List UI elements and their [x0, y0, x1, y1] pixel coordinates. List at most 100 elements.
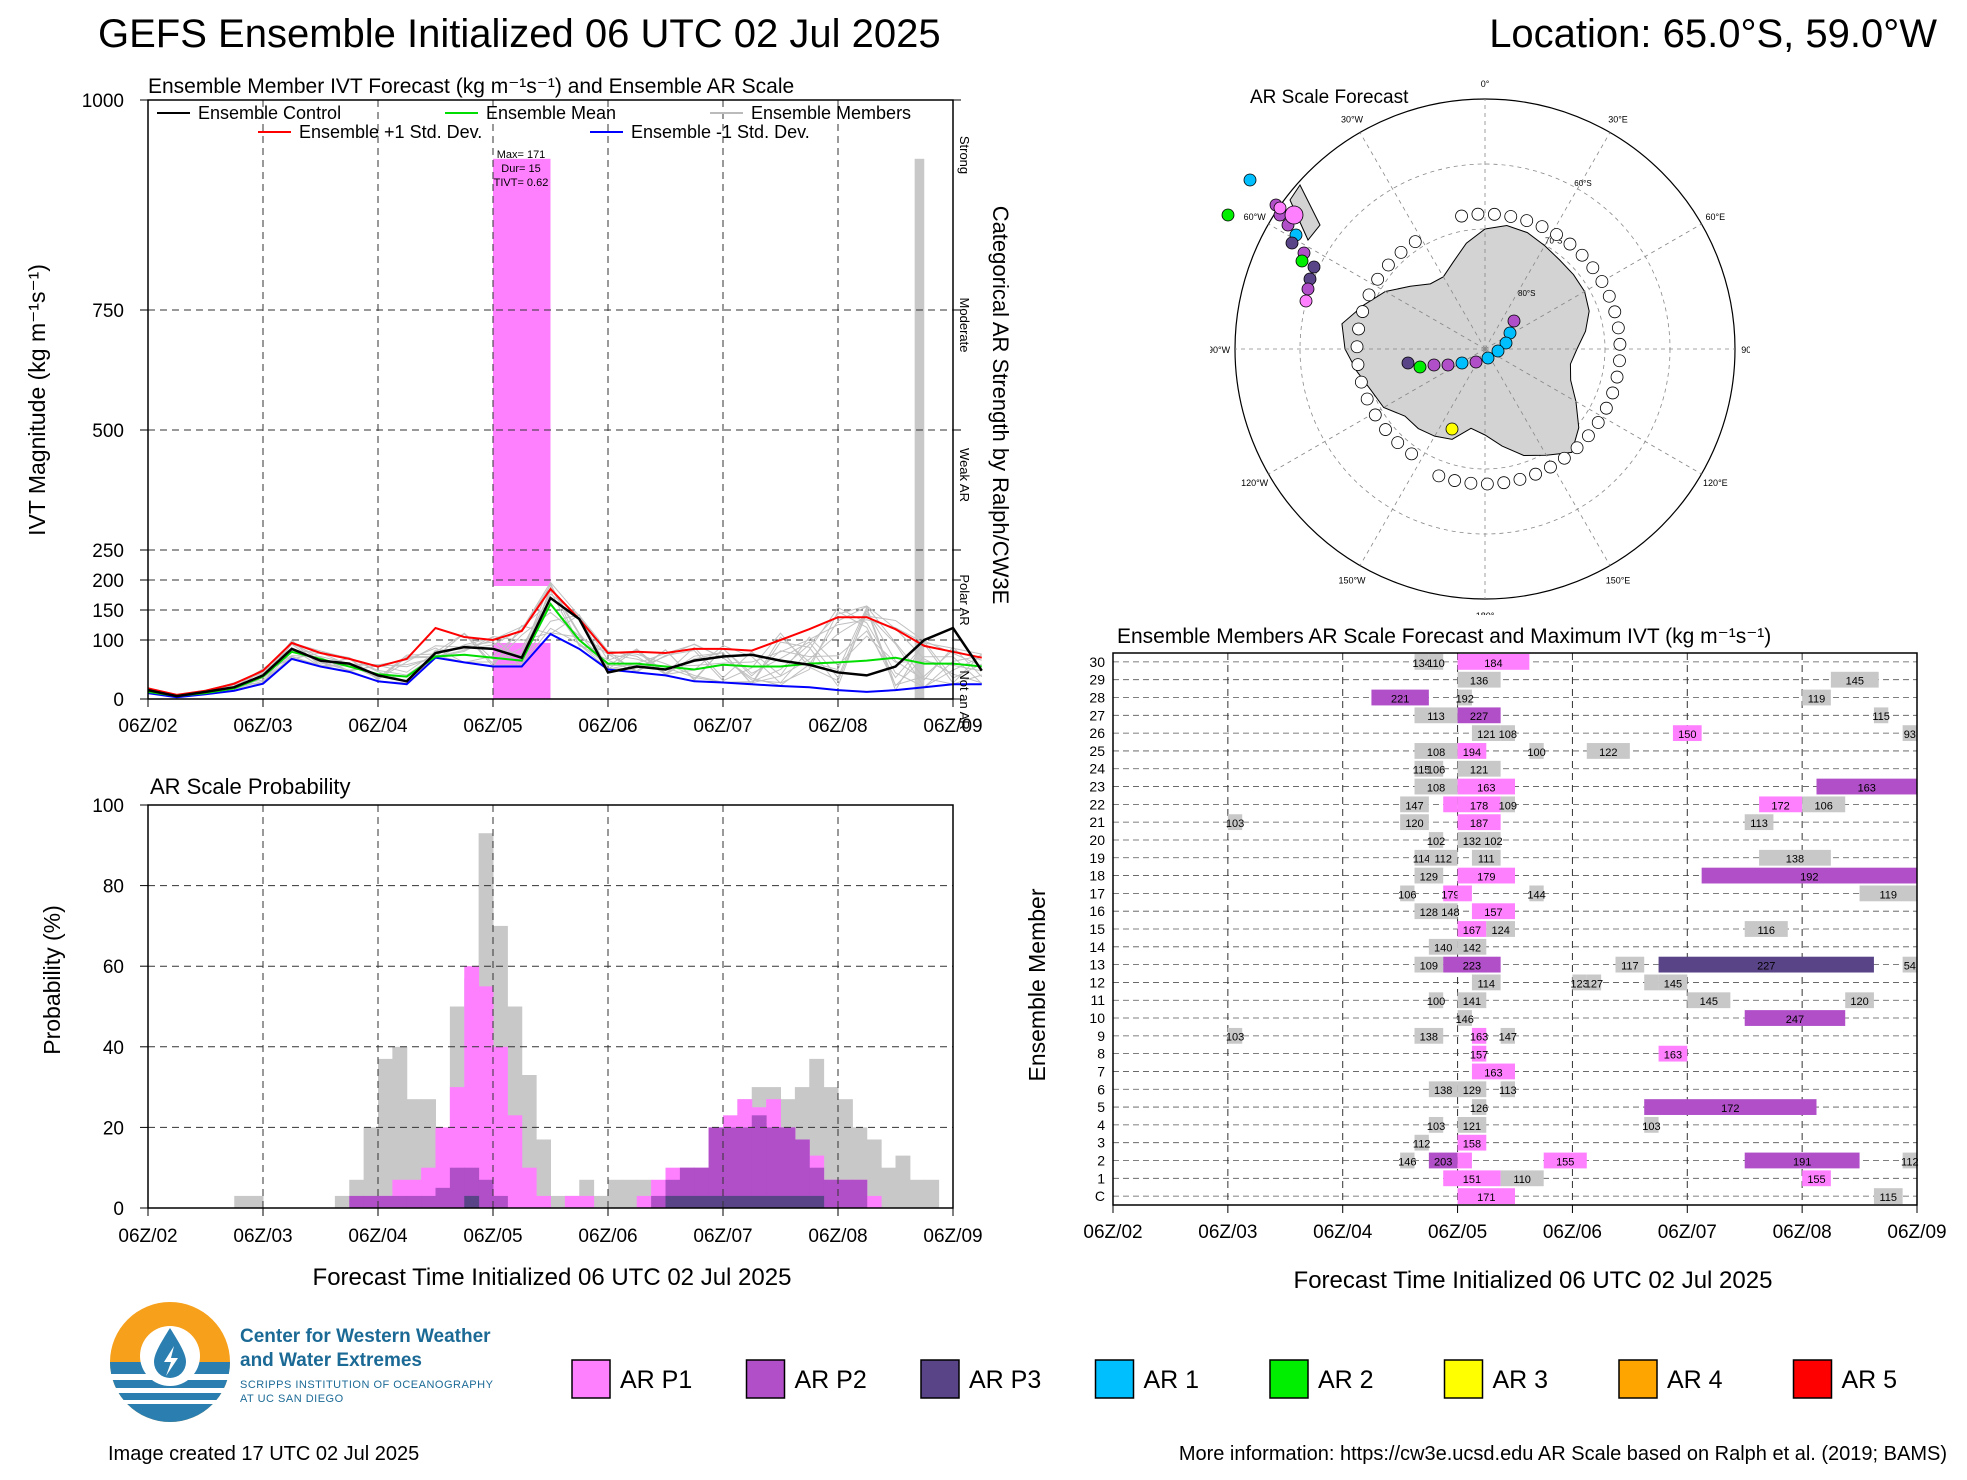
antarctic-peninsula: [1289, 184, 1321, 241]
member-segment-label: 126: [1470, 1103, 1488, 1115]
member-segment-label: 106: [1427, 765, 1445, 777]
map-lon-label: 60°E: [1706, 212, 1726, 222]
member-segment-label: 114: [1413, 854, 1431, 866]
member-segment-gray: [1227, 1027, 1243, 1044]
member-segment-label: 112: [1901, 1156, 1919, 1168]
member-segment-p1: [1457, 654, 1530, 670]
prob-x-tick-label: 06Z/06: [578, 1226, 637, 1247]
member-segment-p1: [1543, 1152, 1587, 1169]
member-row-label: 18: [1089, 868, 1105, 884]
map-marker: [1243, 173, 1257, 187]
ar-category-polar: Polar AR: [957, 574, 972, 625]
prob-y-tick-label: 20: [103, 1118, 124, 1139]
map-marker-none: [1448, 474, 1462, 487]
prob-bar-p3: [794, 1195, 810, 1208]
ivt-x-tick-label: 06Z/02: [118, 716, 177, 737]
ivt-series-ensemble-control: [147, 596, 983, 698]
member-segment-gray: [1572, 974, 1587, 991]
prob-bar-gray: [378, 1058, 393, 1208]
map-marker-none: [1611, 321, 1625, 335]
member-segment-label: 150: [1678, 729, 1696, 741]
map-marker-p3: [1401, 356, 1415, 370]
member-segment-gray: [1471, 725, 1501, 742]
member-segment-p1: [1457, 1152, 1472, 1169]
member-row-label: 8: [1097, 1046, 1105, 1062]
member-segment-label: 113: [1427, 711, 1445, 723]
members-x-tick-label: 06Z/07: [1658, 1222, 1717, 1243]
member-segment-label: 106: [1814, 800, 1832, 812]
members-plot-area: C123456789101112131415161718192021222324…: [1083, 652, 1947, 1243]
legend-swatch-ar-4: [1618, 1359, 1658, 1399]
legend-label-ar-1: AR 1: [1144, 1366, 1200, 1394]
member-segment-p1: [1457, 1188, 1515, 1204]
map-meridian: [1484, 348, 1702, 475]
member-segment-gray: [1644, 1116, 1659, 1133]
map-marker-p3: [1285, 236, 1299, 250]
map-marker-none: [1582, 429, 1595, 443]
prob-bar-p2: [378, 1195, 393, 1208]
member-segment-label: 146: [1456, 1014, 1474, 1026]
member-segment-label: 134: [1412, 658, 1430, 670]
member-segment-label: 172: [1721, 1103, 1739, 1115]
member-segment-label: 192: [1456, 693, 1474, 705]
prob-plot-frame: [147, 804, 954, 1209]
prob-bar-p1: [636, 1195, 652, 1208]
ivt-x-tick-label: 06Z/09: [923, 716, 982, 737]
member-segment-label: 171: [1477, 1192, 1495, 1204]
member-row-label: 12: [1089, 974, 1105, 990]
prob-bar-p2: [708, 1127, 724, 1208]
ivt-series-ensemble-mean: [147, 602, 982, 698]
member-segment-label: 146: [1398, 1156, 1416, 1168]
legend-plus-std: Ensemble +1 Std. Dev.: [299, 122, 482, 142]
prob-bar-p2: [780, 1127, 796, 1208]
member-segment-label: 203: [1434, 1156, 1452, 1168]
member-segment-label: 128: [1420, 907, 1438, 919]
member-segment-gray: [1529, 743, 1544, 759]
member-segment-gray: [1400, 885, 1415, 902]
member-segment-p2: [1371, 689, 1429, 706]
member-segment-gray: [1744, 921, 1788, 937]
map-lon-label: 120°W: [1241, 478, 1269, 488]
prob-bar-p2: [406, 1195, 422, 1208]
map-marker-p2: [1507, 314, 1521, 328]
member-segment-label: 120: [1850, 996, 1868, 1008]
member-segment-label: 158: [1463, 1139, 1481, 1151]
members-chart-title: Ensemble Members AR Scale Forecast and M…: [1117, 625, 1771, 648]
member-segment-p1: [1457, 778, 1515, 795]
ivt-chart-title: Ensemble Member IVT Forecast (kg m⁻¹s⁻¹)…: [148, 75, 794, 98]
member-segment-label: 144: [1527, 889, 1545, 901]
map-lon-label: 30°E: [1608, 115, 1628, 125]
member-segment-label: 157: [1470, 1050, 1488, 1062]
map-marker-none: [1608, 305, 1622, 319]
member-row-label: 5: [1097, 1099, 1105, 1115]
prob-bar-p2: [449, 1167, 465, 1208]
member-segment-p1: [1658, 1045, 1688, 1062]
member-segment-gray: [1486, 832, 1501, 848]
ivt-right-label: Categorical AR Strength by Ralph/CW3E: [988, 206, 1013, 605]
member-segment-label: 121: [1463, 1121, 1481, 1133]
map-marker-none: [1563, 237, 1577, 251]
legend-label-ar-p3: AR P3: [969, 1366, 1041, 1394]
prob-bar-p2: [823, 1179, 839, 1208]
member-segment-p1: [1759, 796, 1803, 813]
member-segment-p1: [1471, 903, 1515, 920]
map-marker-none: [1350, 340, 1364, 354]
prob-bar-gray: [392, 1046, 408, 1208]
map-marker-none: [1613, 354, 1626, 368]
member-segment-label: 114: [1478, 978, 1496, 990]
map-lon-label: 150°E: [1606, 575, 1631, 585]
member-segment-gray: [1443, 903, 1458, 920]
prob-bar-p2: [838, 1179, 853, 1208]
member-segment-p2: [1744, 1010, 1846, 1026]
annot-tivt: TIVT= 0.62: [494, 177, 549, 189]
member-row-label: 2: [1097, 1152, 1105, 1168]
member-segment-label: 93: [1904, 729, 1916, 741]
map-title: AR Scale Forecast: [1250, 87, 1409, 108]
member-row-label: 28: [1089, 690, 1105, 706]
map-meridian: [1484, 348, 1611, 566]
member-segment-label: 138: [1786, 854, 1804, 866]
prob-bar-p3: [751, 1195, 767, 1208]
member-segment-p1: [1471, 1063, 1515, 1080]
member-segment-gray: [1414, 903, 1444, 920]
